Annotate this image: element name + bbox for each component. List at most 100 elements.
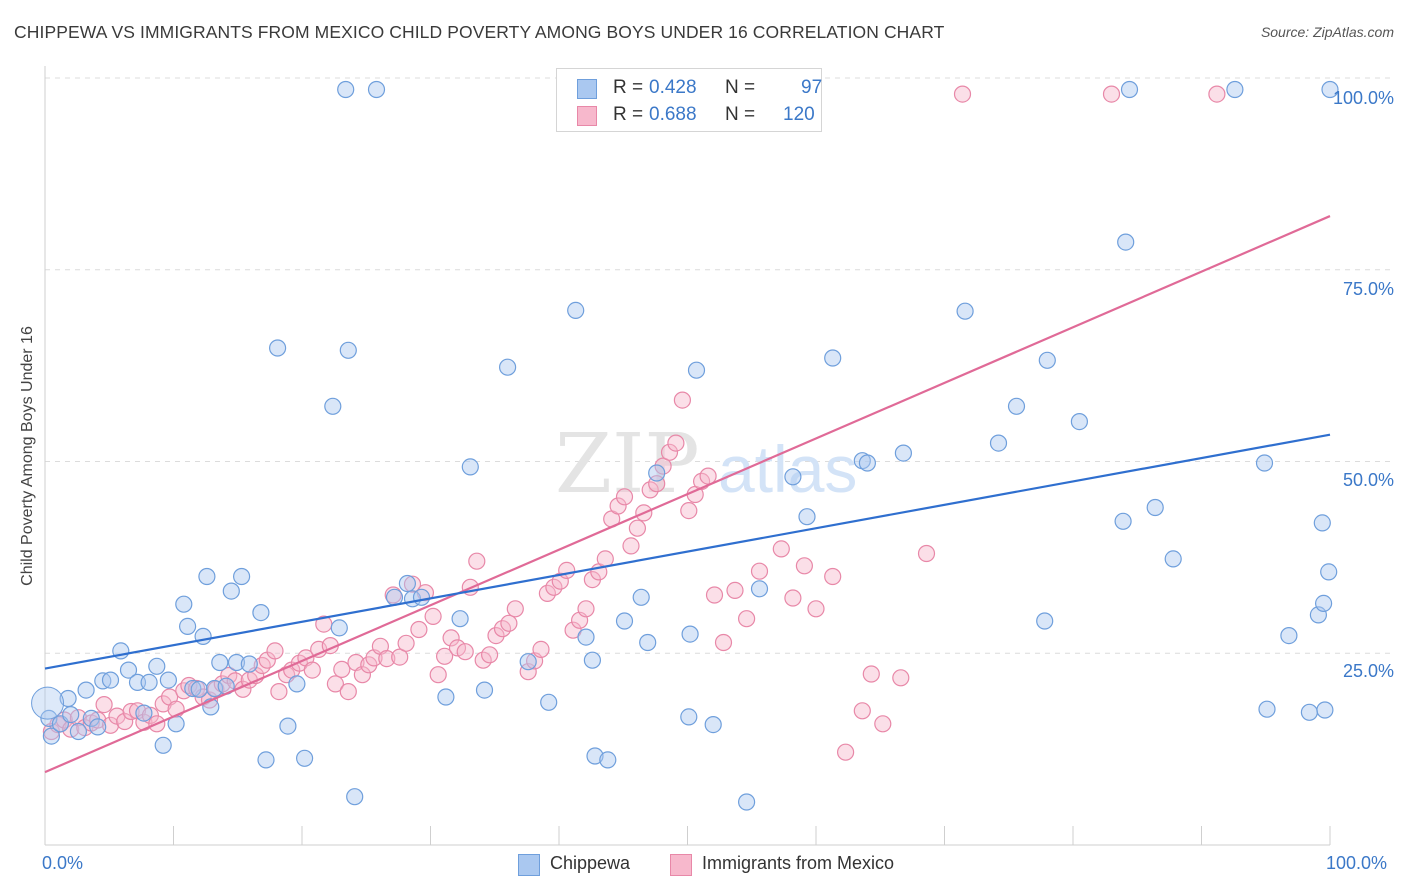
chippewa-point bbox=[159, 671, 177, 689]
mexico-point bbox=[481, 646, 499, 664]
x-tick-100: 100.0% bbox=[1326, 853, 1388, 873]
chippewa-point bbox=[62, 705, 80, 724]
chippewa-point bbox=[1007, 397, 1026, 415]
chippewa-point bbox=[240, 655, 258, 673]
mexico-point bbox=[154, 695, 172, 713]
mexico-point bbox=[892, 669, 910, 687]
chippewa-point bbox=[179, 617, 197, 636]
chippewa-point bbox=[337, 80, 355, 99]
mexico-point bbox=[1208, 85, 1226, 103]
chippewa-point bbox=[346, 788, 364, 806]
bottom-legend-label-mexico: Immigrants from Mexico bbox=[702, 853, 895, 873]
legend-r-label: R = bbox=[613, 77, 644, 98]
legend-n-label: N = bbox=[725, 104, 756, 125]
chippewa-point bbox=[119, 661, 138, 679]
mexico-point bbox=[468, 552, 486, 570]
chippewa-point bbox=[252, 603, 270, 622]
y-tick-50: 50.0% bbox=[1342, 470, 1394, 490]
chippewa-point bbox=[330, 619, 348, 637]
chippewa-point bbox=[140, 673, 158, 692]
chippewa-point bbox=[540, 693, 558, 711]
mexico-point bbox=[917, 544, 936, 563]
chippewa-point bbox=[583, 651, 602, 669]
chippewa-point bbox=[398, 574, 416, 593]
chippewa-point bbox=[858, 454, 877, 472]
mexico-point bbox=[615, 488, 634, 506]
chippewa-point bbox=[1036, 612, 1054, 630]
mexico-point bbox=[519, 663, 537, 681]
chippewa-point bbox=[1321, 80, 1339, 99]
mexico-point bbox=[403, 575, 422, 593]
mexico-point bbox=[874, 715, 892, 733]
mexico-point bbox=[641, 481, 659, 499]
chippewa-point bbox=[681, 625, 699, 643]
chippewa-point bbox=[1258, 700, 1276, 718]
chippewa-point bbox=[1314, 594, 1333, 613]
mexico-point bbox=[89, 711, 107, 729]
chippewa-point bbox=[77, 681, 95, 699]
mexico-point bbox=[807, 600, 825, 618]
chippewa-point bbox=[1226, 80, 1244, 99]
chippewa-point bbox=[367, 80, 386, 99]
mexico-point bbox=[836, 743, 855, 761]
mexico-point bbox=[487, 626, 505, 645]
mexico-point bbox=[737, 610, 756, 628]
chippewa-point bbox=[451, 610, 469, 628]
mexico-point bbox=[726, 581, 744, 600]
mexico-point bbox=[538, 584, 557, 603]
gridlines bbox=[45, 77, 1392, 654]
chippewa-point bbox=[89, 718, 107, 736]
legend-swatch-chippewa bbox=[577, 79, 597, 99]
mexico-point bbox=[116, 712, 134, 731]
y-axis-label: Child Poverty Among Boys Under 16 bbox=[19, 326, 36, 586]
series-mexico-points bbox=[42, 85, 1226, 761]
mexico-point bbox=[378, 649, 396, 668]
chippewa-point bbox=[704, 715, 722, 734]
chippewa-point bbox=[1316, 701, 1334, 719]
chippewa-point bbox=[824, 349, 842, 367]
watermark: ZIP atlas bbox=[555, 417, 857, 512]
chippewa-point bbox=[519, 653, 537, 671]
trend-lines bbox=[44, 215, 1331, 774]
legend-n-value: 97 bbox=[801, 77, 823, 98]
mexico-point bbox=[1102, 85, 1121, 103]
mexico-point bbox=[660, 443, 679, 461]
chippewa-point bbox=[567, 301, 585, 319]
mexico-point bbox=[577, 600, 595, 618]
watermark-atlas: atlas bbox=[718, 432, 857, 506]
mexico-point bbox=[558, 561, 576, 580]
series-chippewa-points bbox=[31, 80, 1339, 811]
chippewa-point bbox=[989, 434, 1008, 452]
mexico-point bbox=[673, 391, 692, 409]
chippewa-point bbox=[227, 653, 246, 672]
chippewa-point bbox=[599, 751, 617, 769]
mexico-point bbox=[429, 666, 447, 684]
chippewa-point bbox=[461, 458, 479, 476]
mexico-point bbox=[397, 634, 415, 652]
mexico-point bbox=[391, 648, 409, 666]
mexico-point bbox=[628, 519, 647, 537]
legend-swatch-mexico bbox=[577, 106, 597, 126]
mexico-point bbox=[609, 497, 627, 515]
y-tick-75: 75.0% bbox=[1342, 279, 1394, 299]
chippewa-point bbox=[1320, 563, 1338, 581]
trend-line-mexico bbox=[44, 215, 1331, 774]
mexico-point bbox=[266, 642, 284, 660]
mexico-point bbox=[101, 716, 120, 734]
chippewa-point bbox=[648, 464, 666, 482]
chippewa-point bbox=[296, 749, 314, 767]
chippewa-point bbox=[135, 704, 153, 722]
legend-r-label: R = bbox=[613, 104, 644, 125]
mexico-point bbox=[456, 643, 474, 661]
chippewa-point bbox=[1280, 626, 1298, 645]
chippewa-point bbox=[1164, 550, 1182, 568]
chippewa-point bbox=[412, 588, 431, 606]
chippewa-point bbox=[324, 397, 342, 415]
mexico-point bbox=[622, 537, 640, 555]
mexico-point bbox=[953, 85, 972, 103]
bottom-legend-swatch-chippewa bbox=[518, 854, 540, 876]
legend: R = 0.428 N = 97 R = 0.688 N = 120 bbox=[556, 68, 822, 132]
chippewa-point bbox=[101, 671, 120, 689]
mexico-point bbox=[122, 702, 140, 721]
